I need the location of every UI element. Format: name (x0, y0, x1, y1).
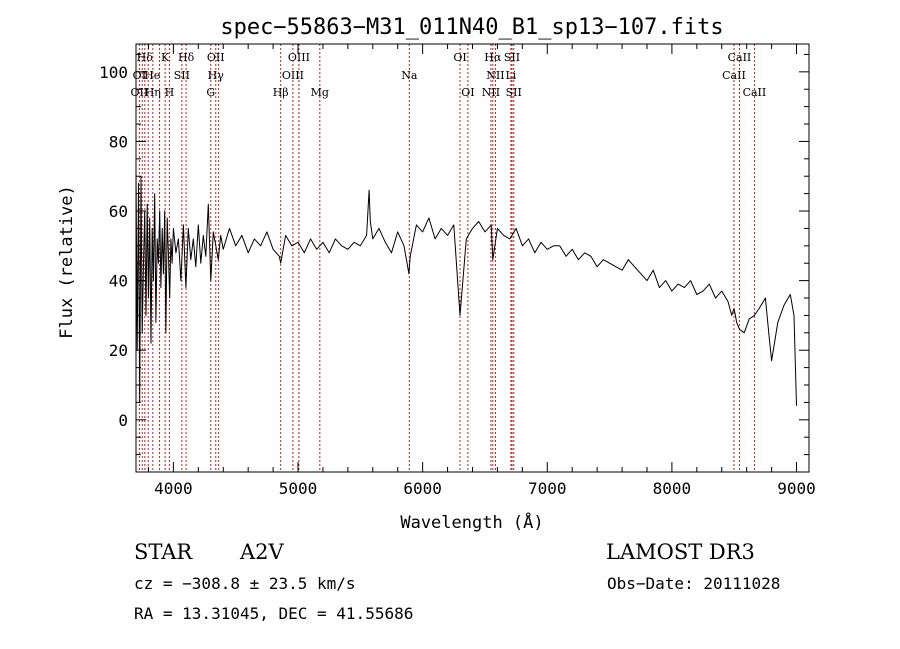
redshift-velocity: cz = −308.8 ± 23.5 km/s (134, 574, 356, 593)
line-id-label: OI (461, 86, 474, 99)
x-tick-label: 8000 (653, 479, 692, 498)
line-id-label: OI (133, 69, 146, 82)
line-id-label: OIII (288, 51, 310, 64)
y-tick-label: 80 (109, 132, 128, 151)
survey-name: LAMOST DR3 (606, 540, 755, 564)
x-tick-label: 7000 (528, 479, 567, 498)
sky-coordinates: RA = 13.31045, DEC = 41.55686 (134, 604, 414, 623)
x-tick-label: 9000 (777, 479, 816, 498)
line-id-label: NII (482, 86, 500, 99)
line-id-label: SII (506, 86, 522, 99)
line-id-label: SII (504, 51, 520, 64)
x-axis-label: Wavelength (Å) (400, 511, 543, 533)
line-id-label: Li (505, 69, 516, 82)
line-id-label: CaII (743, 86, 767, 99)
spectrum-line (135, 169, 797, 406)
line-id-label: OI (453, 51, 466, 64)
x-tick-label: 6000 (403, 479, 442, 498)
observation-date: Obs−Date: 20111028 (607, 574, 781, 593)
line-id-label: OII (207, 51, 225, 64)
line-id-label: Hγ (208, 69, 225, 82)
line-id-label: Hβ (273, 86, 289, 99)
line-id-label: Mg (311, 86, 329, 99)
x-tick-label: 4000 (154, 479, 193, 498)
object-subclass: A2V (240, 540, 284, 564)
object-type: STAR (134, 540, 193, 564)
y-tick-label: 100 (99, 63, 128, 82)
x-tick-label: 5000 (279, 479, 318, 498)
y-tick-label: 20 (109, 341, 128, 360)
y-tick-label: 0 (118, 411, 128, 430)
line-id-label: He (144, 69, 160, 82)
line-id-label: NII (486, 69, 504, 82)
axis-ticks: 4000 5000 6000 7000 8000 9000 0 20 40 60 80 100 (99, 44, 816, 498)
spectrum-series (135, 169, 797, 406)
line-id-label: CaII (722, 69, 746, 82)
line-id-label: G (206, 86, 215, 99)
line-id-label: SII (174, 69, 190, 82)
plot-frame (135, 43, 810, 473)
line-id-label: Hη (145, 86, 161, 99)
y-tick-label: 40 (109, 272, 128, 291)
line-id-label: OII (131, 86, 149, 99)
line-markers (138, 44, 755, 472)
line-id-label: Hδ (137, 51, 154, 64)
y-tick-label: 60 (109, 202, 128, 221)
chart-title: spec−55863−M31_011N40_B1_sp13−107.fits (220, 15, 723, 40)
line-id-label: K (161, 51, 170, 64)
line-id-label: Hδ (178, 51, 195, 64)
line-id-label: CaII (728, 51, 752, 64)
line-id-label: Na (401, 69, 418, 82)
line-id-label: Hα (484, 51, 502, 64)
line-id-label: OIII (282, 69, 304, 82)
line-id-label: H (165, 86, 175, 99)
y-axis-label: Flux (relative) (57, 185, 77, 339)
